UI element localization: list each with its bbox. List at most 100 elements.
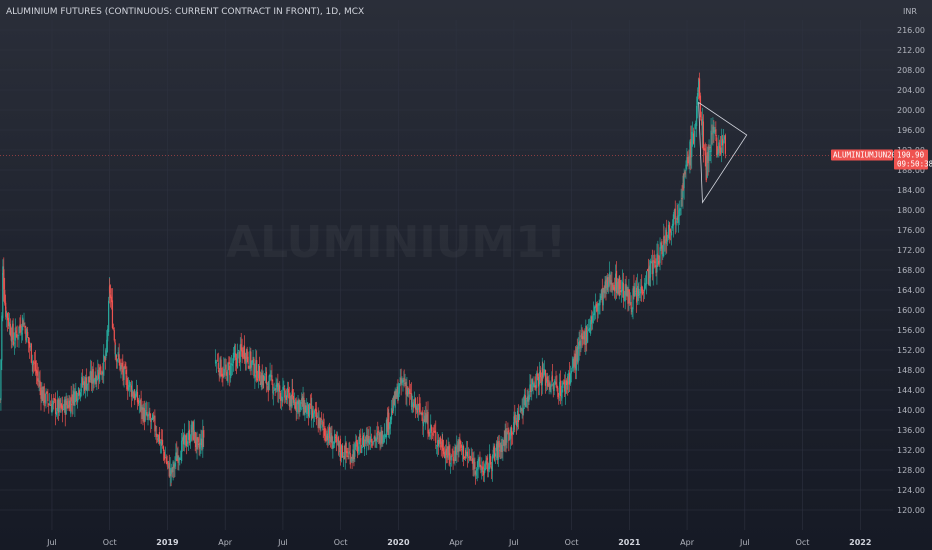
candle-body	[543, 373, 545, 375]
candle-body	[386, 418, 388, 432]
candle-body	[8, 322, 11, 327]
candle-body	[269, 373, 271, 377]
candle-body	[675, 220, 677, 223]
candle-body	[33, 361, 35, 363]
symbol-tag-bg	[831, 149, 893, 161]
candle-body	[327, 436, 329, 441]
candle-body	[460, 441, 462, 448]
candle-body	[76, 392, 78, 401]
price-axis[interactable]: 120.00 124.00 128.00 132.00 136.00 140.00 144.…	[897, 26, 925, 515]
candle-body	[104, 357, 106, 359]
candle-body	[519, 406, 521, 413]
candle-body	[41, 390, 43, 401]
candle-body	[307, 402, 309, 410]
candle-body	[463, 456, 466, 459]
candle-body	[9, 323, 11, 336]
candle-body	[617, 278, 619, 294]
candle-body	[689, 141, 691, 166]
candle-body	[611, 282, 613, 291]
candle-body	[409, 389, 411, 394]
candle-body	[107, 328, 109, 342]
candle-body	[257, 364, 260, 379]
candle-body	[444, 450, 447, 459]
candle-body	[537, 373, 539, 377]
candle-body	[636, 286, 639, 301]
candle-body	[543, 369, 546, 375]
candle-body	[673, 210, 675, 214]
candle-body	[596, 304, 598, 312]
candle-body	[7, 313, 9, 321]
candle-body	[218, 369, 220, 376]
candle-body	[558, 396, 560, 398]
candle-body	[368, 440, 371, 445]
candle-body	[103, 354, 105, 376]
candle-body	[304, 405, 306, 416]
candle-body	[333, 441, 335, 445]
x-tick-label: 2019	[156, 538, 179, 547]
candle-body	[462, 445, 464, 452]
time-axis[interactable]: Jul Oct 2019 Apr Jul Oct 2020 Apr Jul Oct 2021 Apr J…	[46, 538, 871, 547]
candle-body	[100, 373, 102, 375]
candle-body	[494, 452, 496, 457]
candle-body	[663, 236, 665, 238]
candle-body	[118, 354, 120, 360]
candle-body	[230, 363, 232, 379]
candle-body	[358, 436, 361, 445]
candle-body	[230, 363, 233, 365]
x-tick-label: Oct	[103, 538, 117, 547]
candle-body	[511, 433, 514, 435]
candle-body	[512, 428, 515, 435]
candle-body	[529, 384, 531, 392]
candle-body	[236, 352, 239, 369]
candle-body	[146, 411, 148, 417]
candle-body	[670, 229, 672, 233]
candle-body	[258, 365, 261, 381]
candle-body	[539, 370, 542, 378]
candle-body	[468, 456, 471, 458]
candle-body	[161, 439, 164, 445]
candle-body	[357, 442, 359, 454]
candle-body	[185, 434, 187, 446]
candle-body	[523, 394, 525, 405]
y-tick-label: 144.00	[897, 386, 925, 395]
y-tick-label: 176.00	[897, 226, 925, 235]
candle-body	[351, 456, 353, 459]
candle-body	[198, 443, 200, 448]
candles[interactable]	[0, 72, 726, 487]
candle-body	[172, 461, 174, 472]
candle-body	[179, 458, 181, 460]
candle-body	[442, 448, 445, 455]
candle-body	[51, 404, 53, 414]
candle-body	[296, 401, 298, 413]
candle-body	[377, 430, 379, 434]
candle-body	[97, 369, 99, 380]
candle-body	[667, 224, 670, 239]
candle-body	[609, 275, 611, 285]
candle-body	[477, 459, 479, 468]
candle-body	[339, 440, 341, 452]
candle-body	[447, 446, 449, 458]
candle-body	[82, 378, 84, 385]
candle-body	[261, 372, 263, 385]
candle-body	[506, 432, 508, 443]
candle-body	[359, 435, 361, 437]
candle-body	[75, 390, 77, 394]
candle-body	[721, 135, 723, 146]
x-tick-label: Jul	[739, 538, 750, 547]
candle-body	[338, 441, 340, 447]
candle-body	[645, 271, 648, 285]
candle-body	[53, 398, 55, 400]
candle-body	[486, 457, 488, 461]
candle-body	[175, 452, 177, 461]
candle-body	[626, 286, 628, 297]
candle-body	[12, 323, 14, 340]
candle-body	[545, 378, 547, 383]
candle-body	[360, 438, 362, 453]
candle-body	[706, 155, 708, 178]
candle-body	[0, 359, 2, 401]
candle-body	[60, 404, 63, 408]
x-tick-label: Jul	[508, 538, 519, 547]
candle-body	[194, 431, 196, 444]
candle-body	[383, 435, 385, 443]
